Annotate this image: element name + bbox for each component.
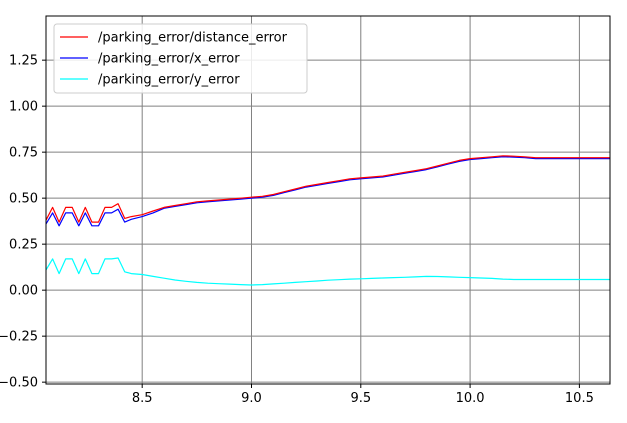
y-tick-label: 0.25: [9, 238, 38, 253]
y-tick-label: 0.50: [9, 192, 38, 207]
series-line-1: [45, 156, 610, 227]
series-line-2: [45, 257, 610, 286]
legend-label: /parking_error/distance_error: [98, 31, 288, 46]
x-tick-label: 9.5: [350, 391, 371, 406]
y-tick-label: 1.00: [9, 100, 38, 115]
y-tick-label: 0.00: [9, 284, 38, 299]
y-tick-label: −0.50: [0, 376, 38, 391]
legend-box: [53, 23, 308, 94]
legend-label: /parking_error/x_error: [98, 52, 240, 67]
x-tick-label: 8.5: [132, 391, 153, 406]
plot-lines: [45, 155, 610, 286]
x-tick-label: 9.0: [241, 391, 262, 406]
axis-ticks: 8.5 9.0 9.5 10.0 10.5 −0.50 −0.25 0.00 0.25 0.50 0…: [0, 54, 594, 406]
series-line-0: [45, 155, 610, 223]
grid-lines: [46, 16, 610, 384]
legend: /parking_error/distance_error/parking_er…: [53, 23, 308, 94]
y-tick-label: 0.75: [9, 146, 38, 161]
x-tick-label: 10.5: [565, 391, 594, 406]
plot-area-frame: [45, 15, 611, 385]
y-tick-label: −0.25: [0, 330, 38, 345]
legend-label: /parking_error/y_error: [98, 73, 240, 88]
y-tick-label: 1.25: [9, 54, 38, 69]
x-tick-label: 10.0: [456, 391, 485, 406]
